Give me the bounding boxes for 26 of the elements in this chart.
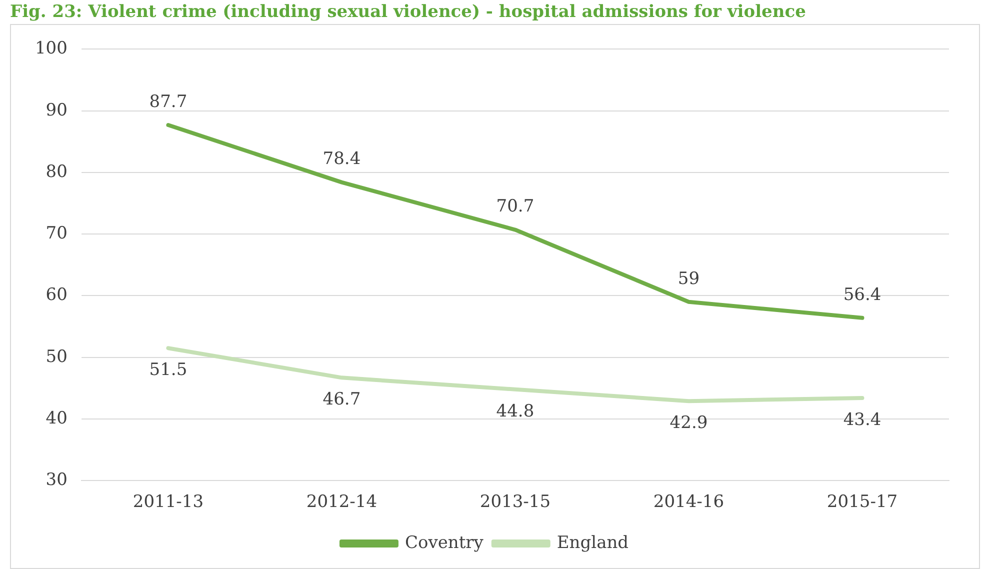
legend-label: England [556, 532, 629, 553]
data-label: 44.8 [496, 401, 534, 422]
y-tick-label: 70 [46, 224, 68, 244]
chart-title: Fig. 23: Violent crime (including sexual violence) - hospital admissions for violence [10, 2, 807, 22]
y-tick-label: 100 [34, 38, 68, 59]
y-tick-label: 90 [46, 100, 68, 120]
x-tick-label: 2013-15 [480, 492, 551, 512]
x-tick-label: 2011-13 [132, 492, 204, 512]
data-label: 42.9 [670, 413, 708, 434]
data-label: 59 [678, 268, 700, 289]
y-tick-label: 40 [46, 408, 68, 428]
legend-label: Coventry [404, 532, 484, 553]
data-label: 46.7 [322, 390, 361, 410]
y-tick-label: 30 [46, 470, 68, 490]
x-tick-label: 2012-14 [306, 492, 378, 512]
x-tick-label: 2014-16 [653, 492, 724, 512]
data-label: 51.5 [149, 360, 188, 380]
data-label: 70.7 [496, 196, 534, 217]
data-label: 43.4 [843, 410, 882, 430]
data-label: 56.4 [843, 284, 882, 305]
y-tick-label: 60 [46, 285, 68, 306]
data-label: 78.4 [322, 149, 361, 170]
x-tick-label: 2015-17 [826, 492, 898, 512]
y-tick-label: 50 [46, 346, 68, 367]
y-tick-label: 80 [46, 162, 68, 182]
data-label: 87.7 [149, 92, 188, 112]
